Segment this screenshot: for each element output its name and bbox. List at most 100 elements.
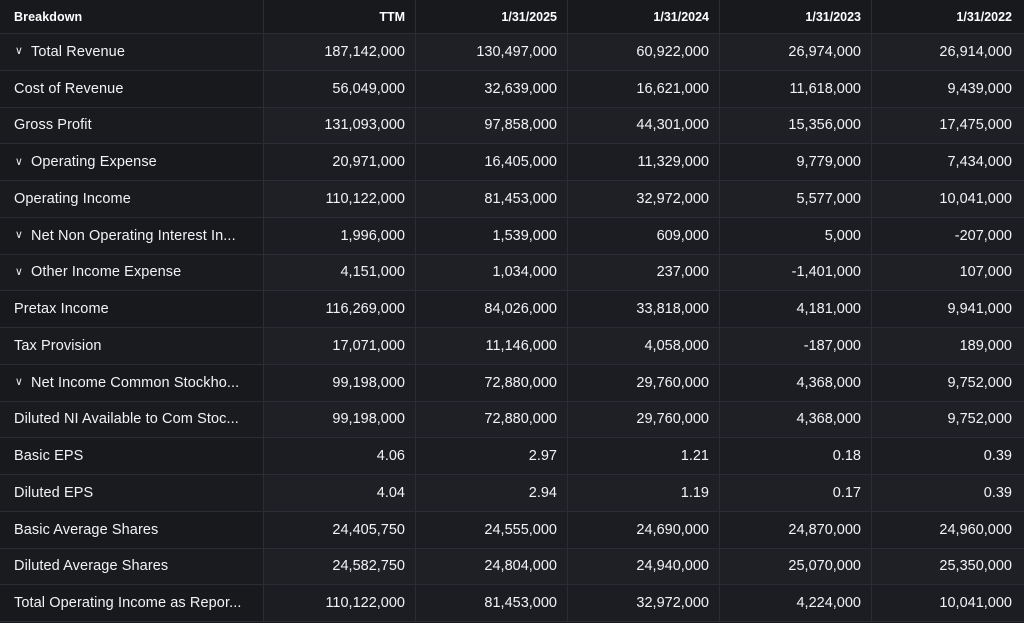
value-cell: 2.97: [416, 438, 568, 475]
value-cell: 9,941,000: [872, 291, 1024, 328]
chevron-down-icon[interactable]: ∨: [14, 229, 24, 242]
chevron-down-icon[interactable]: ∨: [14, 265, 24, 278]
value-cell: 1.21: [568, 438, 720, 475]
value-cell: 26,914,000: [872, 34, 1024, 71]
row-label-cell: Basic Average Shares: [0, 511, 264, 549]
value-cell: 0.18: [720, 438, 872, 475]
row-label: Operating Income: [14, 190, 131, 207]
row-label-cell: Diluted NI Available to Com Stoc...: [0, 401, 264, 439]
value-cell: 4,224,000: [720, 585, 872, 622]
value-cell: 4.06: [264, 438, 416, 475]
chevron-down-icon[interactable]: ∨: [14, 45, 24, 58]
row-label: Diluted Average Shares: [14, 558, 169, 575]
column-header-2023: 1/31/2023: [720, 0, 872, 34]
row-label-cell[interactable]: ∨ Operating Expense: [0, 144, 264, 181]
value-cell: 17,475,000: [872, 107, 1024, 145]
value-cell: -1,401,000: [720, 254, 872, 292]
row-label-cell[interactable]: ∨ Net Non Operating Interest In...: [0, 217, 264, 255]
value-cell: 9,439,000: [872, 70, 1024, 108]
table-header-row: Breakdown TTM 1/31/2025 1/31/2024 1/31/2…: [0, 0, 1024, 34]
chevron-down-icon[interactable]: ∨: [14, 376, 24, 389]
row-label-cell[interactable]: ∨ Total Revenue: [0, 34, 264, 71]
value-cell: 609,000: [568, 217, 720, 255]
value-cell: -207,000: [872, 217, 1024, 255]
table-row[interactable]: ∨ Total Revenue 187,142,000 130,497,000 60,9…: [0, 34, 1024, 71]
table-row[interactable]: ∨ Net Income Common Stockho... 99,198,000 7…: [0, 364, 1024, 402]
table-row[interactable]: ∨ Operating Expense 20,971,000 16,405,000 11…: [0, 144, 1024, 181]
table-body: ∨ Total Revenue 187,142,000 130,497,000 60,9…: [0, 34, 1024, 622]
value-cell: 107,000: [872, 254, 1024, 292]
value-cell: 130,497,000: [416, 34, 568, 71]
row-label: Net Income Common Stockho...: [31, 374, 240, 391]
value-cell: 81,453,000: [416, 585, 568, 622]
row-label: Basic EPS: [14, 448, 84, 465]
value-cell: 24,405,750: [264, 511, 416, 549]
row-label-cell: Operating Income: [0, 181, 264, 218]
value-cell: 24,555,000: [416, 511, 568, 549]
value-cell: 16,405,000: [416, 144, 568, 181]
value-cell: 20,971,000: [264, 144, 416, 181]
table-row[interactable]: ∨ Net Non Operating Interest In... 1,996,0…: [0, 217, 1024, 255]
row-label-cell: Basic EPS: [0, 438, 264, 475]
table-row[interactable]: ∨ Other Income Expense 4,151,000 1,034,000 2…: [0, 254, 1024, 292]
row-label-cell: Diluted Average Shares: [0, 548, 264, 586]
value-cell: 9,752,000: [872, 364, 1024, 402]
row-label: Operating Expense: [31, 154, 157, 171]
row-label: Cost of Revenue: [14, 80, 124, 97]
value-cell: 17,071,000: [264, 328, 416, 365]
value-cell: 32,639,000: [416, 70, 568, 108]
value-cell: 24,960,000: [872, 511, 1024, 549]
value-cell: 4,368,000: [720, 364, 872, 402]
value-cell: 116,269,000: [264, 291, 416, 328]
value-cell: 11,618,000: [720, 70, 872, 108]
value-cell: 4,058,000: [568, 328, 720, 365]
row-label: Net Non Operating Interest In...: [31, 227, 236, 244]
value-cell: 44,301,000: [568, 107, 720, 145]
value-cell: 81,453,000: [416, 181, 568, 218]
column-header-2022: 1/31/2022: [872, 0, 1024, 34]
value-cell: 24,582,750: [264, 548, 416, 586]
column-header-2025: 1/31/2025: [416, 0, 568, 34]
value-cell: 4.04: [264, 475, 416, 512]
row-label-cell[interactable]: ∨ Other Income Expense: [0, 254, 264, 292]
row-label-cell: Gross Profit: [0, 107, 264, 145]
value-cell: 4,151,000: [264, 254, 416, 292]
value-cell: 60,922,000: [568, 34, 720, 71]
value-cell: 29,760,000: [568, 364, 720, 402]
value-cell: 29,760,000: [568, 401, 720, 439]
value-cell: 5,577,000: [720, 181, 872, 218]
row-label: Gross Profit: [14, 117, 92, 134]
value-cell: 0.39: [872, 438, 1024, 475]
value-cell: 32,972,000: [568, 181, 720, 218]
value-cell: 11,329,000: [568, 144, 720, 181]
column-header-breakdown: Breakdown: [0, 0, 264, 34]
value-cell: -187,000: [720, 328, 872, 365]
row-label: Total Operating Income as Repor...: [14, 595, 242, 612]
value-cell: 97,858,000: [416, 107, 568, 145]
value-cell: 24,870,000: [720, 511, 872, 549]
value-cell: 99,198,000: [264, 401, 416, 439]
table-row: Total Operating Income as Repor... 110,12…: [0, 585, 1024, 622]
row-label-cell: Cost of Revenue: [0, 70, 264, 108]
table-row: Tax Provision 17,071,000 11,146,000 4,058,0…: [0, 328, 1024, 365]
value-cell: 1,996,000: [264, 217, 416, 255]
table-row: Basic Average Shares 24,405,750 24,555,000…: [0, 511, 1024, 549]
column-header-2024: 1/31/2024: [568, 0, 720, 34]
row-label: Basic Average Shares: [14, 521, 159, 538]
value-cell: 25,350,000: [872, 548, 1024, 586]
value-cell: 131,093,000: [264, 107, 416, 145]
value-cell: 26,974,000: [720, 34, 872, 71]
table-row: Gross Profit 131,093,000 97,858,000 44,301,…: [0, 107, 1024, 145]
value-cell: 72,880,000: [416, 401, 568, 439]
value-cell: 24,804,000: [416, 548, 568, 586]
row-label-cell[interactable]: ∨ Net Income Common Stockho...: [0, 364, 264, 402]
value-cell: 187,142,000: [264, 34, 416, 71]
chevron-down-icon[interactable]: ∨: [14, 155, 24, 168]
value-cell: 110,122,000: [264, 181, 416, 218]
value-cell: 110,122,000: [264, 585, 416, 622]
table-row: Basic EPS 4.06 2.97 1.21 0.18 0.39: [0, 438, 1024, 475]
value-cell: 10,041,000: [872, 585, 1024, 622]
value-cell: 9,752,000: [872, 401, 1024, 439]
table-row: Operating Income 110,122,000 81,453,000 32,…: [0, 181, 1024, 218]
value-cell: 72,880,000: [416, 364, 568, 402]
